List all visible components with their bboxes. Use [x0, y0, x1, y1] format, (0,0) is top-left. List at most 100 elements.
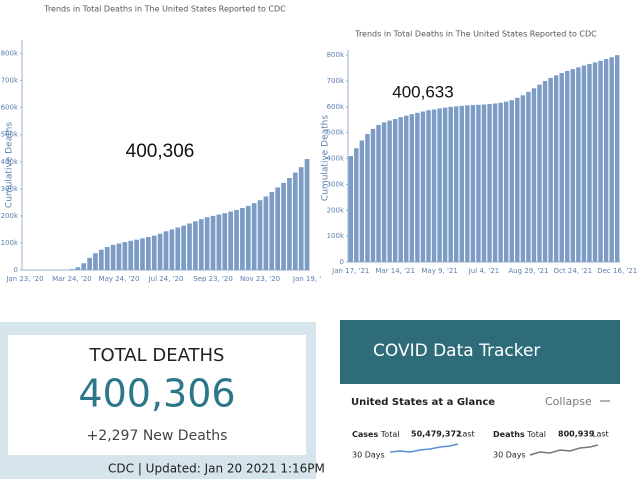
svg-text:Cases Total: Cases Total: [352, 430, 399, 439]
bar: [376, 124, 381, 262]
bar: [222, 213, 228, 270]
collapse[interactable]: Collapse: [545, 395, 592, 408]
deaths-sparkline: [529, 444, 599, 456]
period: 30 Days: [493, 451, 526, 460]
bar: [515, 97, 520, 262]
bar: [251, 203, 257, 270]
bar: [198, 219, 204, 270]
x-tick-label: Sep 23, '20: [193, 275, 233, 283]
bar: [93, 253, 98, 270]
bar: [581, 65, 587, 262]
bar: [609, 57, 614, 262]
bar: [359, 140, 365, 262]
bar: [548, 77, 553, 262]
bar: [298, 167, 304, 270]
bar: [275, 187, 281, 270]
bar: [69, 269, 75, 270]
svg-text:Deaths Total: Deaths Total: [493, 430, 546, 439]
x-tick-label: Mar 24, '20: [52, 275, 92, 283]
x-tick-label: Jan 17, '21: [331, 267, 369, 275]
bar: [503, 101, 509, 263]
bar: [520, 95, 526, 263]
y-tick-label: 200k: [327, 206, 345, 214]
bar: [387, 120, 392, 262]
bar: [381, 122, 387, 262]
bar: [204, 217, 210, 270]
bar: [598, 60, 603, 262]
y-tick-label: 500k: [327, 129, 345, 137]
bar: [87, 257, 92, 270]
y-tick-label: 500k: [1, 131, 19, 139]
last: Last: [458, 430, 475, 439]
total-label: Total: [380, 430, 400, 439]
bar: [287, 178, 292, 270]
bar: [228, 211, 234, 270]
tracker-header: [340, 320, 620, 384]
bar: [442, 107, 448, 262]
x-tick-label: Dec 16, '21: [597, 267, 637, 275]
bar: [140, 238, 145, 270]
bar: [481, 104, 487, 263]
bar: [110, 244, 116, 270]
bar: [365, 134, 370, 262]
bar: [257, 200, 263, 270]
bar: [304, 159, 310, 270]
bar: [470, 105, 476, 262]
x-tick-label: May 9, '21: [421, 267, 457, 275]
bar: [459, 105, 465, 262]
y-tick-label: 300k: [1, 185, 19, 193]
bar: [565, 70, 570, 262]
y-tick-label: 0: [14, 266, 18, 274]
card: [8, 335, 306, 455]
bar: [392, 119, 398, 262]
bar: [116, 243, 122, 270]
y-tick-label: 600k: [1, 104, 19, 112]
y-tick-label: 0: [340, 258, 344, 266]
bar: [181, 225, 186, 270]
bar: [498, 102, 503, 263]
chart-title: Trends in Total Deaths in The United Sta…: [354, 30, 597, 39]
bar: [122, 242, 128, 270]
bar: [509, 100, 514, 262]
bar: [263, 196, 269, 270]
x-tick-label: Jul 4, '21: [468, 267, 499, 275]
annotation: 400,633: [392, 82, 453, 101]
bar: [398, 117, 403, 262]
charts: 0 100k 200k 300k 400k 500k 600k 700k 800k Jan 23,…: [1, 40, 637, 283]
chart-title: Trends in Total Deaths in The United Sta…: [43, 5, 286, 14]
tracker-title: COVID Data Tracker: [373, 341, 540, 361]
y-tick-label: 200k: [1, 212, 19, 220]
y-tick-label: 600k: [327, 103, 345, 111]
bar: [269, 192, 275, 270]
bar: [187, 223, 192, 270]
bar: [487, 104, 492, 262]
x-tick-label: Jan 23, '20: [5, 275, 43, 283]
y-tick-label: 400k: [327, 155, 345, 163]
deaths-total: 800,939: [558, 430, 595, 439]
x-tick-label: Jul 24, '20: [148, 275, 184, 283]
bar: [240, 208, 245, 270]
bar: [431, 109, 437, 263]
y-tick-label: 800k: [327, 51, 345, 59]
bar: [98, 249, 104, 270]
y-tick-label: 100k: [1, 239, 19, 247]
deaths-label: Deaths: [493, 430, 525, 439]
bar: [615, 55, 620, 262]
last: Last: [592, 430, 609, 439]
bar: [134, 239, 139, 270]
bar: [370, 128, 376, 262]
y-tick-label: 100k: [327, 232, 345, 240]
bar: [169, 229, 175, 270]
bar: [151, 235, 157, 270]
bar: [348, 156, 353, 262]
card-new: +2,297 New Deaths: [87, 428, 228, 444]
bar: [81, 263, 87, 270]
x-tick-label: Nov 23, '20: [240, 275, 280, 283]
section-title: United States at a Glance: [351, 397, 495, 408]
bar: [404, 115, 409, 262]
x-tick-label: Jan 19, ': [292, 275, 321, 283]
card-total: 400,306: [78, 372, 235, 416]
bar: [492, 103, 498, 262]
bar: [420, 111, 426, 262]
